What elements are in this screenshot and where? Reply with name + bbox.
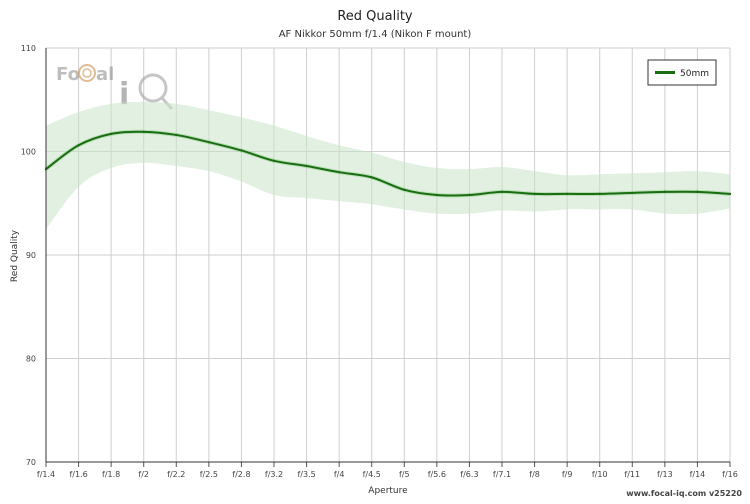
x-tick-label: f/5.6 xyxy=(428,470,446,479)
data-point xyxy=(142,130,145,134)
legend-label: 50mm xyxy=(680,69,709,79)
focal-iq-logo: Fo al i xyxy=(56,64,174,112)
data-point xyxy=(696,190,699,194)
data-point xyxy=(77,144,80,147)
y-tick-label: 70 xyxy=(26,458,36,467)
x-tick-label: f/1.6 xyxy=(69,470,87,479)
chart-title: Red Quality xyxy=(337,9,413,24)
chart-subtitle: AF Nikkor 50mm f/1.4 (Nikon F mount) xyxy=(279,29,472,40)
x-tick-label: f/4 xyxy=(334,470,345,479)
data-point xyxy=(272,159,276,163)
watermark-text: www.focal-iq.com v25220 xyxy=(626,489,742,498)
data-point xyxy=(565,192,569,196)
y-tick-label: 100 xyxy=(21,148,36,157)
axis-layer: f/1.4 f/1.6 f/1.8 f/2 f/2.2 f/2.5 f/2.8 f/3.2 f/… xyxy=(21,44,738,479)
x-tick-label: f/2.5 xyxy=(200,470,218,479)
x-tick-label: f/2.8 xyxy=(232,470,250,479)
x-tick-label: f/11 xyxy=(624,470,640,479)
data-point xyxy=(500,190,504,194)
x-tick-label: f/8 xyxy=(529,470,540,479)
confidence-band xyxy=(46,101,730,230)
data-point xyxy=(631,191,634,195)
data-point xyxy=(109,132,113,136)
x-tick-label: f/10 xyxy=(592,470,608,479)
series-line xyxy=(45,130,731,197)
x-tick-label: f/13 xyxy=(657,470,673,479)
y-tick-label: 90 xyxy=(26,251,36,260)
svg-text:i: i xyxy=(119,77,129,112)
data-point xyxy=(435,193,439,197)
legend-box xyxy=(647,59,717,86)
x-tick-label: f/7.1 xyxy=(493,470,511,479)
legend: 50mm xyxy=(647,59,717,86)
x-tick-label: f/5 xyxy=(399,470,410,479)
data-point xyxy=(175,133,178,137)
data-point xyxy=(207,140,211,144)
x-tick-label: f/6.3 xyxy=(460,470,478,479)
y-tick-label: 110 xyxy=(21,44,36,53)
x-tick-label: f/9 xyxy=(562,470,573,479)
data-point xyxy=(468,193,471,197)
data-point xyxy=(403,188,406,191)
y-axis-label: Red Quality xyxy=(10,229,20,282)
confidence-band-layer xyxy=(46,101,730,230)
x-tick-label: f/14 xyxy=(690,470,706,479)
data-point xyxy=(305,164,308,168)
svg-text:Fo: Fo xyxy=(56,64,80,85)
data-point xyxy=(598,192,601,196)
x-tick-label: f/2 xyxy=(138,470,149,479)
data-point xyxy=(337,171,341,174)
x-tick-label: f/3.5 xyxy=(297,470,315,479)
x-tick-label: f/16 xyxy=(722,470,738,479)
data-point xyxy=(728,192,732,196)
x-axis-label: Aperture xyxy=(368,486,408,496)
x-tick-label: f/1.8 xyxy=(102,470,120,479)
data-point xyxy=(240,149,243,152)
data-point xyxy=(533,192,536,196)
data-point xyxy=(663,190,667,194)
x-tick-label: f/4.5 xyxy=(363,470,381,479)
x-tick-label: f/2.2 xyxy=(167,470,185,479)
x-tick-label: f/1.4 xyxy=(37,470,55,479)
y-tick-label: 80 xyxy=(26,355,36,364)
data-point xyxy=(370,176,373,179)
svg-text:al: al xyxy=(96,64,114,85)
x-tick-label: f/3.2 xyxy=(265,470,283,479)
